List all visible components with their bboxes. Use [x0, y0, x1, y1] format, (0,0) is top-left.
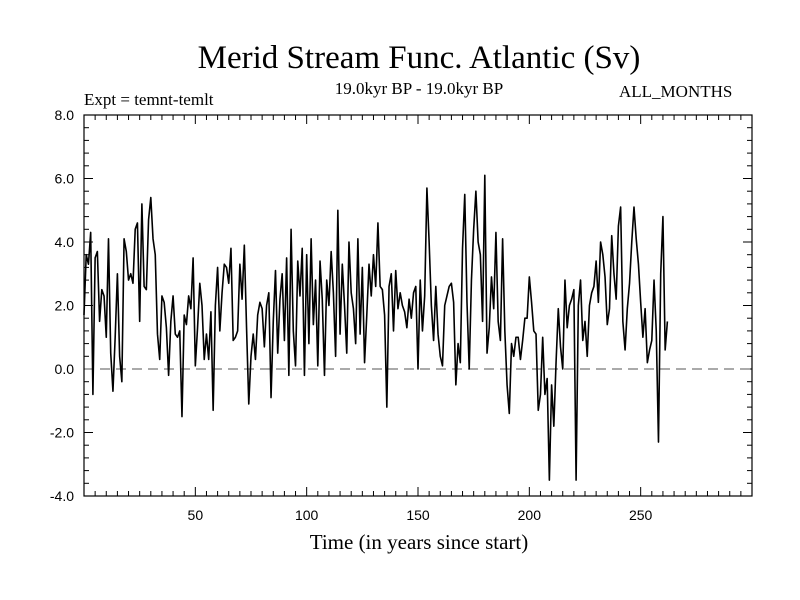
y-tick-label: 6.0 — [55, 171, 75, 187]
axis-ticks — [84, 115, 752, 496]
y-tick-label: 2.0 — [55, 298, 75, 314]
series-line — [83, 174, 669, 481]
chart-title: Merid Stream Func. Atlantic (Sv) — [197, 40, 641, 76]
x-tick-label: 100 — [295, 507, 319, 523]
y-tick-label: 4.0 — [55, 234, 75, 250]
x-tick-label: 150 — [406, 507, 430, 523]
y-tick-label: -2.0 — [50, 425, 74, 441]
y-tick-label: 8.0 — [55, 107, 75, 123]
x-tick-label: 50 — [188, 507, 204, 523]
period-label: 19.0kyr BP - 19.0kyr BP — [334, 79, 504, 98]
y-tick-label: -4.0 — [50, 488, 74, 504]
x-tick-label: 200 — [518, 507, 542, 523]
plot-frame — [83, 114, 753, 497]
experiment-label: Expt = temnt-temlt — [84, 90, 214, 109]
y-tick-label: 0.0 — [55, 361, 75, 377]
x-axis-label: Time (in years since start) — [309, 530, 529, 554]
months-label: ALL_MONTHS — [619, 82, 733, 101]
axis-tick-labels: 50 100 150 200 250 -4.0 -2.0 0.0 2.0 4.0 6.0 8.0 — [50, 107, 653, 523]
x-tick-label: 250 — [629, 507, 653, 523]
